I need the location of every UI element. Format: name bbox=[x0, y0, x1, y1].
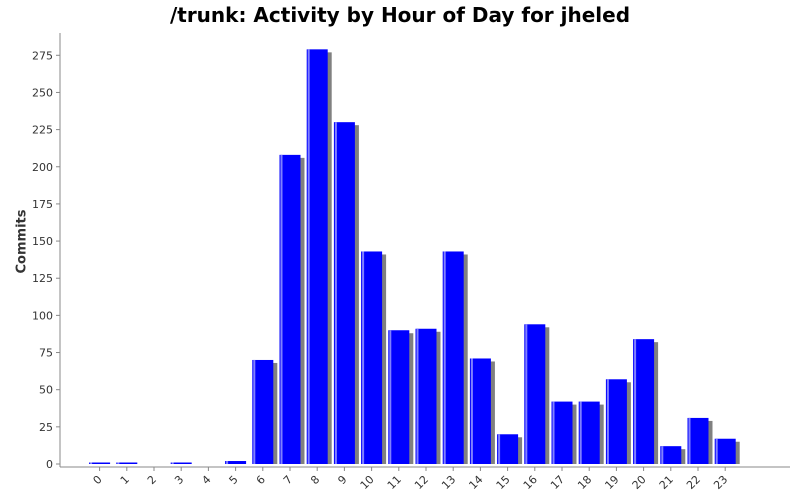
x-tick-label: 3 bbox=[172, 473, 186, 487]
bar-hour-0 bbox=[89, 462, 111, 464]
y-tick-label: 225 bbox=[32, 124, 53, 137]
bar-hour-11 bbox=[388, 330, 410, 464]
bar-hour-7 bbox=[279, 154, 301, 465]
x-tick-label: 6 bbox=[254, 473, 268, 487]
bar-hour-3 bbox=[170, 462, 192, 464]
bar-highlight bbox=[389, 330, 392, 464]
bar-highlight bbox=[634, 339, 637, 464]
x-tick-label: 4 bbox=[199, 473, 213, 487]
y-tick-label: 275 bbox=[32, 49, 53, 62]
bar-hour-16 bbox=[524, 324, 546, 464]
bar-highlight bbox=[362, 251, 365, 464]
x-tick-label: 18 bbox=[575, 473, 594, 492]
bar-highlight bbox=[579, 401, 582, 464]
y-tick-label: 50 bbox=[39, 384, 53, 397]
x-tick-label: 22 bbox=[684, 473, 703, 492]
bar-hour-9 bbox=[333, 122, 355, 464]
bar-highlight bbox=[715, 438, 718, 464]
y-tick-label: 75 bbox=[39, 347, 53, 360]
bar-hour-21 bbox=[660, 446, 682, 464]
bar-hour-22 bbox=[687, 417, 709, 464]
bar-hour-23 bbox=[714, 438, 736, 464]
x-tick-label: 11 bbox=[385, 473, 404, 492]
x-tick-label: 13 bbox=[439, 473, 458, 492]
x-tick-label: 9 bbox=[335, 473, 349, 487]
x-tick-label: 17 bbox=[548, 473, 567, 492]
bar-highlight bbox=[443, 251, 446, 464]
bar-highlight bbox=[552, 401, 555, 464]
y-tick-label: 150 bbox=[32, 235, 53, 248]
bar-highlight bbox=[661, 446, 664, 464]
bar-highlight bbox=[606, 379, 609, 464]
x-tick-label: 21 bbox=[657, 473, 676, 492]
x-tick-label: 7 bbox=[281, 473, 295, 487]
x-tick-label: 12 bbox=[412, 473, 431, 492]
y-tick-label: 175 bbox=[32, 198, 53, 211]
bar-hour-13 bbox=[442, 251, 464, 464]
y-tick-label: 200 bbox=[32, 161, 53, 174]
bar-hour-17 bbox=[551, 401, 573, 464]
bar-highlight bbox=[226, 461, 229, 464]
x-tick-label: 1 bbox=[118, 473, 132, 487]
bars-layer bbox=[89, 49, 740, 465]
bar-hour-5 bbox=[225, 461, 247, 464]
y-tick-label: 250 bbox=[32, 86, 53, 99]
y-tick-label: 25 bbox=[39, 421, 53, 434]
bar-hour-8 bbox=[306, 49, 328, 465]
bar-hour-1 bbox=[116, 462, 138, 464]
bar-highlight bbox=[280, 154, 283, 465]
bar-highlight bbox=[688, 417, 691, 464]
x-tick-label: 20 bbox=[630, 473, 649, 492]
bar-hour-10 bbox=[361, 251, 383, 464]
bar-hour-15 bbox=[497, 434, 519, 464]
bar-hour-12 bbox=[415, 328, 437, 464]
x-tick-label: 16 bbox=[521, 473, 540, 492]
bar-highlight bbox=[90, 462, 93, 464]
x-tick-label: 10 bbox=[358, 473, 377, 492]
bar-hour-6 bbox=[252, 359, 274, 464]
bar-highlight bbox=[416, 328, 419, 464]
x-tick-label: 19 bbox=[602, 473, 621, 492]
bar-highlight bbox=[470, 358, 473, 464]
y-tick-label: 0 bbox=[46, 458, 53, 471]
chart-title: /trunk: Activity by Hour of Day for jhel… bbox=[169, 3, 631, 27]
bar-highlight bbox=[498, 434, 501, 464]
bar-highlight bbox=[171, 462, 174, 464]
x-tick-label: 0 bbox=[91, 473, 105, 487]
bar-hour-19 bbox=[605, 379, 627, 464]
bar-highlight bbox=[253, 359, 256, 464]
x-tick-label: 23 bbox=[711, 473, 730, 492]
x-tick-label: 2 bbox=[145, 473, 159, 487]
bar-highlight bbox=[307, 49, 310, 465]
y-tick-label: 100 bbox=[32, 309, 53, 322]
bar-highlight bbox=[117, 462, 120, 464]
bar-highlight bbox=[525, 324, 528, 464]
x-tick-label: 15 bbox=[494, 473, 513, 492]
bar-hour-18 bbox=[578, 401, 600, 464]
bar-hour-14 bbox=[469, 358, 491, 464]
x-tick-label: 8 bbox=[308, 473, 322, 487]
bar-hour-20 bbox=[633, 339, 655, 464]
y-tick-label: 125 bbox=[32, 272, 53, 285]
x-tick-label: 14 bbox=[466, 473, 485, 492]
bar-highlight bbox=[334, 122, 337, 464]
x-tick-label: 5 bbox=[227, 473, 241, 487]
